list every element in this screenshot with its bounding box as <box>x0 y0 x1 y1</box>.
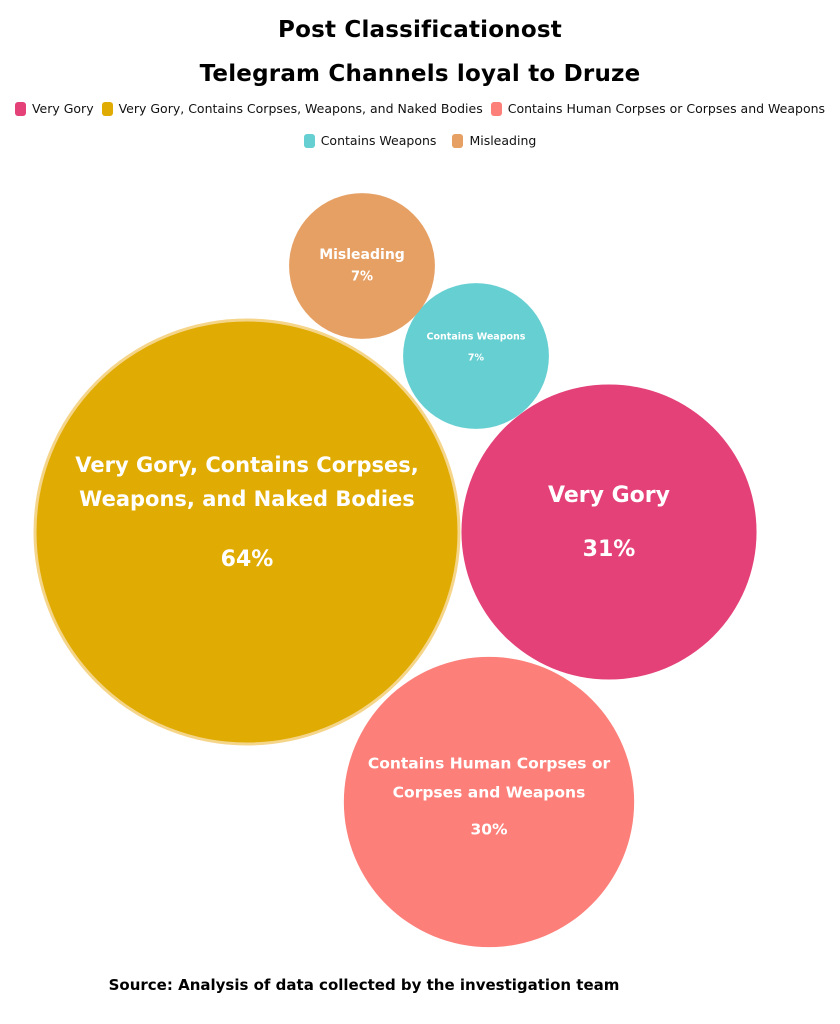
legend-swatch-very-gory-corpses-weapons-naked <box>101 101 113 116</box>
legend-swatch-human-corpses <box>490 101 502 116</box>
bubble-circle-contains-weapons[interactable] <box>403 283 549 429</box>
bubble-circle-human-corpses[interactable] <box>343 656 635 948</box>
bubble-value-contains-weapons: 7% <box>468 353 485 364</box>
bubble-circle-very-gory[interactable] <box>461 384 757 680</box>
bubble-very-gory[interactable]: Very Gory 31% <box>461 384 757 680</box>
legend-item-very-gory-corpses-weapons-naked[interactable]: Very Gory, Contains Corpses, Weapons, an… <box>101 101 483 116</box>
bubble-value-very-gory-corpses-weapons-naked: 64% <box>221 547 274 572</box>
legend-row-2: Contains Weapons Misleading <box>0 133 840 148</box>
bubble-value-misleading: 7% <box>351 270 373 285</box>
legend-swatch-very-gory <box>14 101 26 116</box>
legend-row-1: Very Gory Very Gory, Contains Corpses, W… <box>0 101 840 116</box>
bubble-label-very-gory-line-1: Very Gory <box>548 483 670 508</box>
legend-item-very-gory[interactable]: Very Gory <box>14 101 94 116</box>
legend-label-contains-weapons: Contains Weapons <box>320 133 437 148</box>
bubble-label-contains-weapons-line-1: Contains Weapons <box>427 332 526 343</box>
bubble-misleading[interactable]: Misleading 7% <box>289 193 435 339</box>
legend-label-very-gory: Very Gory <box>31 101 94 116</box>
bubble-label-misleading-line-1: Misleading <box>319 247 405 263</box>
chart-title-line-1: Post Classificationost <box>278 17 562 43</box>
bubble-contains-weapons[interactable]: Contains Weapons 7% <box>403 283 549 429</box>
bubble-very-gory-corpses-weapons-naked[interactable]: Very Gory, Contains Corpses, Weapons, and… <box>33 318 461 746</box>
legend-label-misleading: Misleading <box>469 133 537 148</box>
legend-swatch-misleading <box>452 133 464 148</box>
chart-title-line-2: Telegram Channels loyal to Druze <box>199 61 641 87</box>
bubble-label-human-corpses-line-1: Contains Human Corpses or <box>368 755 611 773</box>
bubble-label-very-gory-corpses-weapons-naked-line-2: Weapons, and Naked Bodies <box>79 487 415 511</box>
bubble-circle-very-gory-corpses-weapons-naked[interactable] <box>33 318 461 746</box>
source-note: Source: Analysis of data collected by th… <box>108 976 620 994</box>
legend-swatch-contains-weapons <box>303 133 315 148</box>
bubble-value-human-corpses: 30% <box>470 821 508 839</box>
chart-title: Post Classificationost Telegram Channels… <box>0 8 840 96</box>
legend-item-misleading[interactable]: Misleading <box>452 133 536 148</box>
legend-label-very-gory-corpses-weapons-naked: Very Gory, Contains Corpses, Weapons, an… <box>118 101 483 116</box>
bubble-value-very-gory: 31% <box>583 537 636 562</box>
bubble-human-corpses[interactable]: Contains Human Corpses or Corpses and Wea… <box>343 656 635 948</box>
legend-label-human-corpses: Contains Human Corpses or Corpses and We… <box>507 101 826 116</box>
bubble-label-very-gory-corpses-weapons-naked-line-1: Very Gory, Contains Corpses, <box>75 453 418 477</box>
bubble-circle-misleading[interactable] <box>289 193 435 339</box>
legend-item-human-corpses[interactable]: Contains Human Corpses or Corpses and We… <box>490 101 826 116</box>
legend-item-contains-weapons[interactable]: Contains Weapons <box>303 133 437 148</box>
bubble-label-human-corpses-line-2: Corpses and Weapons <box>393 784 586 802</box>
